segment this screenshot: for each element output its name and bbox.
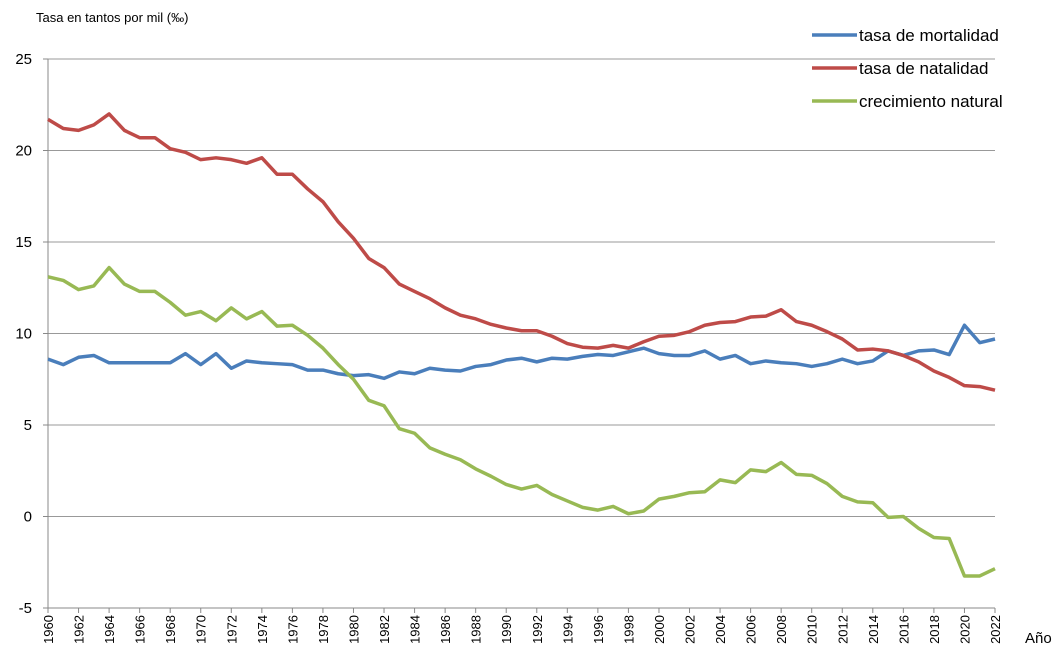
- series-line: [47, 112, 996, 392]
- y-tick-label: 20: [15, 143, 32, 160]
- y-axis-label: Tasa en tantos por mil (‰): [36, 10, 188, 25]
- x-tick-label: 2022: [988, 615, 1003, 644]
- x-tick-label: 2004: [713, 615, 728, 644]
- x-tick-label: 1988: [469, 615, 484, 644]
- x-tick-label: 1960: [41, 615, 56, 644]
- y-tick-label: -5: [19, 600, 32, 617]
- x-tick-label: 2014: [866, 615, 881, 644]
- x-tick-label: 1982: [377, 615, 392, 644]
- x-tick-label: 1986: [438, 615, 453, 644]
- legend-label: tasa de mortalidad: [859, 26, 999, 45]
- x-tick-label: 1998: [621, 615, 636, 644]
- x-tick-label: 1972: [224, 615, 239, 644]
- series-line: [47, 265, 996, 578]
- y-tick-label: 10: [15, 326, 32, 343]
- x-tick-label: 2010: [805, 615, 820, 644]
- x-tick-label: 2002: [683, 615, 698, 644]
- x-tick-label: 1962: [72, 615, 87, 644]
- x-tick-label: 2008: [774, 615, 789, 644]
- series-line: [47, 323, 996, 381]
- x-tick-label: 1992: [530, 615, 545, 644]
- legend-label: crecimiento natural: [859, 92, 1003, 111]
- x-tick-label: 2012: [835, 615, 850, 644]
- y-tick-label: 25: [15, 51, 32, 68]
- x-tick-label: 1990: [499, 615, 514, 644]
- x-tick-label: 1976: [285, 615, 300, 644]
- x-tick-label: 2020: [957, 615, 972, 644]
- x-tick-label: 1980: [346, 615, 361, 644]
- x-tick-label: 2000: [652, 615, 667, 644]
- x-tick-label: 1966: [133, 615, 148, 644]
- x-tick-label: 2016: [896, 615, 911, 644]
- x-tick-label: 1964: [102, 615, 117, 644]
- x-tick-label: 1978: [316, 615, 331, 644]
- x-tick-label: 1984: [408, 615, 423, 644]
- y-tick-label: 15: [15, 234, 32, 251]
- x-tick-label: 1970: [194, 615, 209, 644]
- x-tick-label: 1974: [255, 615, 270, 644]
- x-tick-label: 2018: [927, 615, 942, 644]
- y-tick-label: 0: [24, 509, 32, 526]
- x-tick-label: 1994: [560, 615, 575, 644]
- y-tick-label: 5: [24, 417, 32, 434]
- x-tick-label: 1996: [591, 615, 606, 644]
- x-tick-label: 1968: [163, 615, 178, 644]
- x-axis-label: Año: [1025, 630, 1052, 647]
- x-tick-label: 2006: [744, 615, 759, 644]
- legend-label: tasa de natalidad: [859, 59, 989, 78]
